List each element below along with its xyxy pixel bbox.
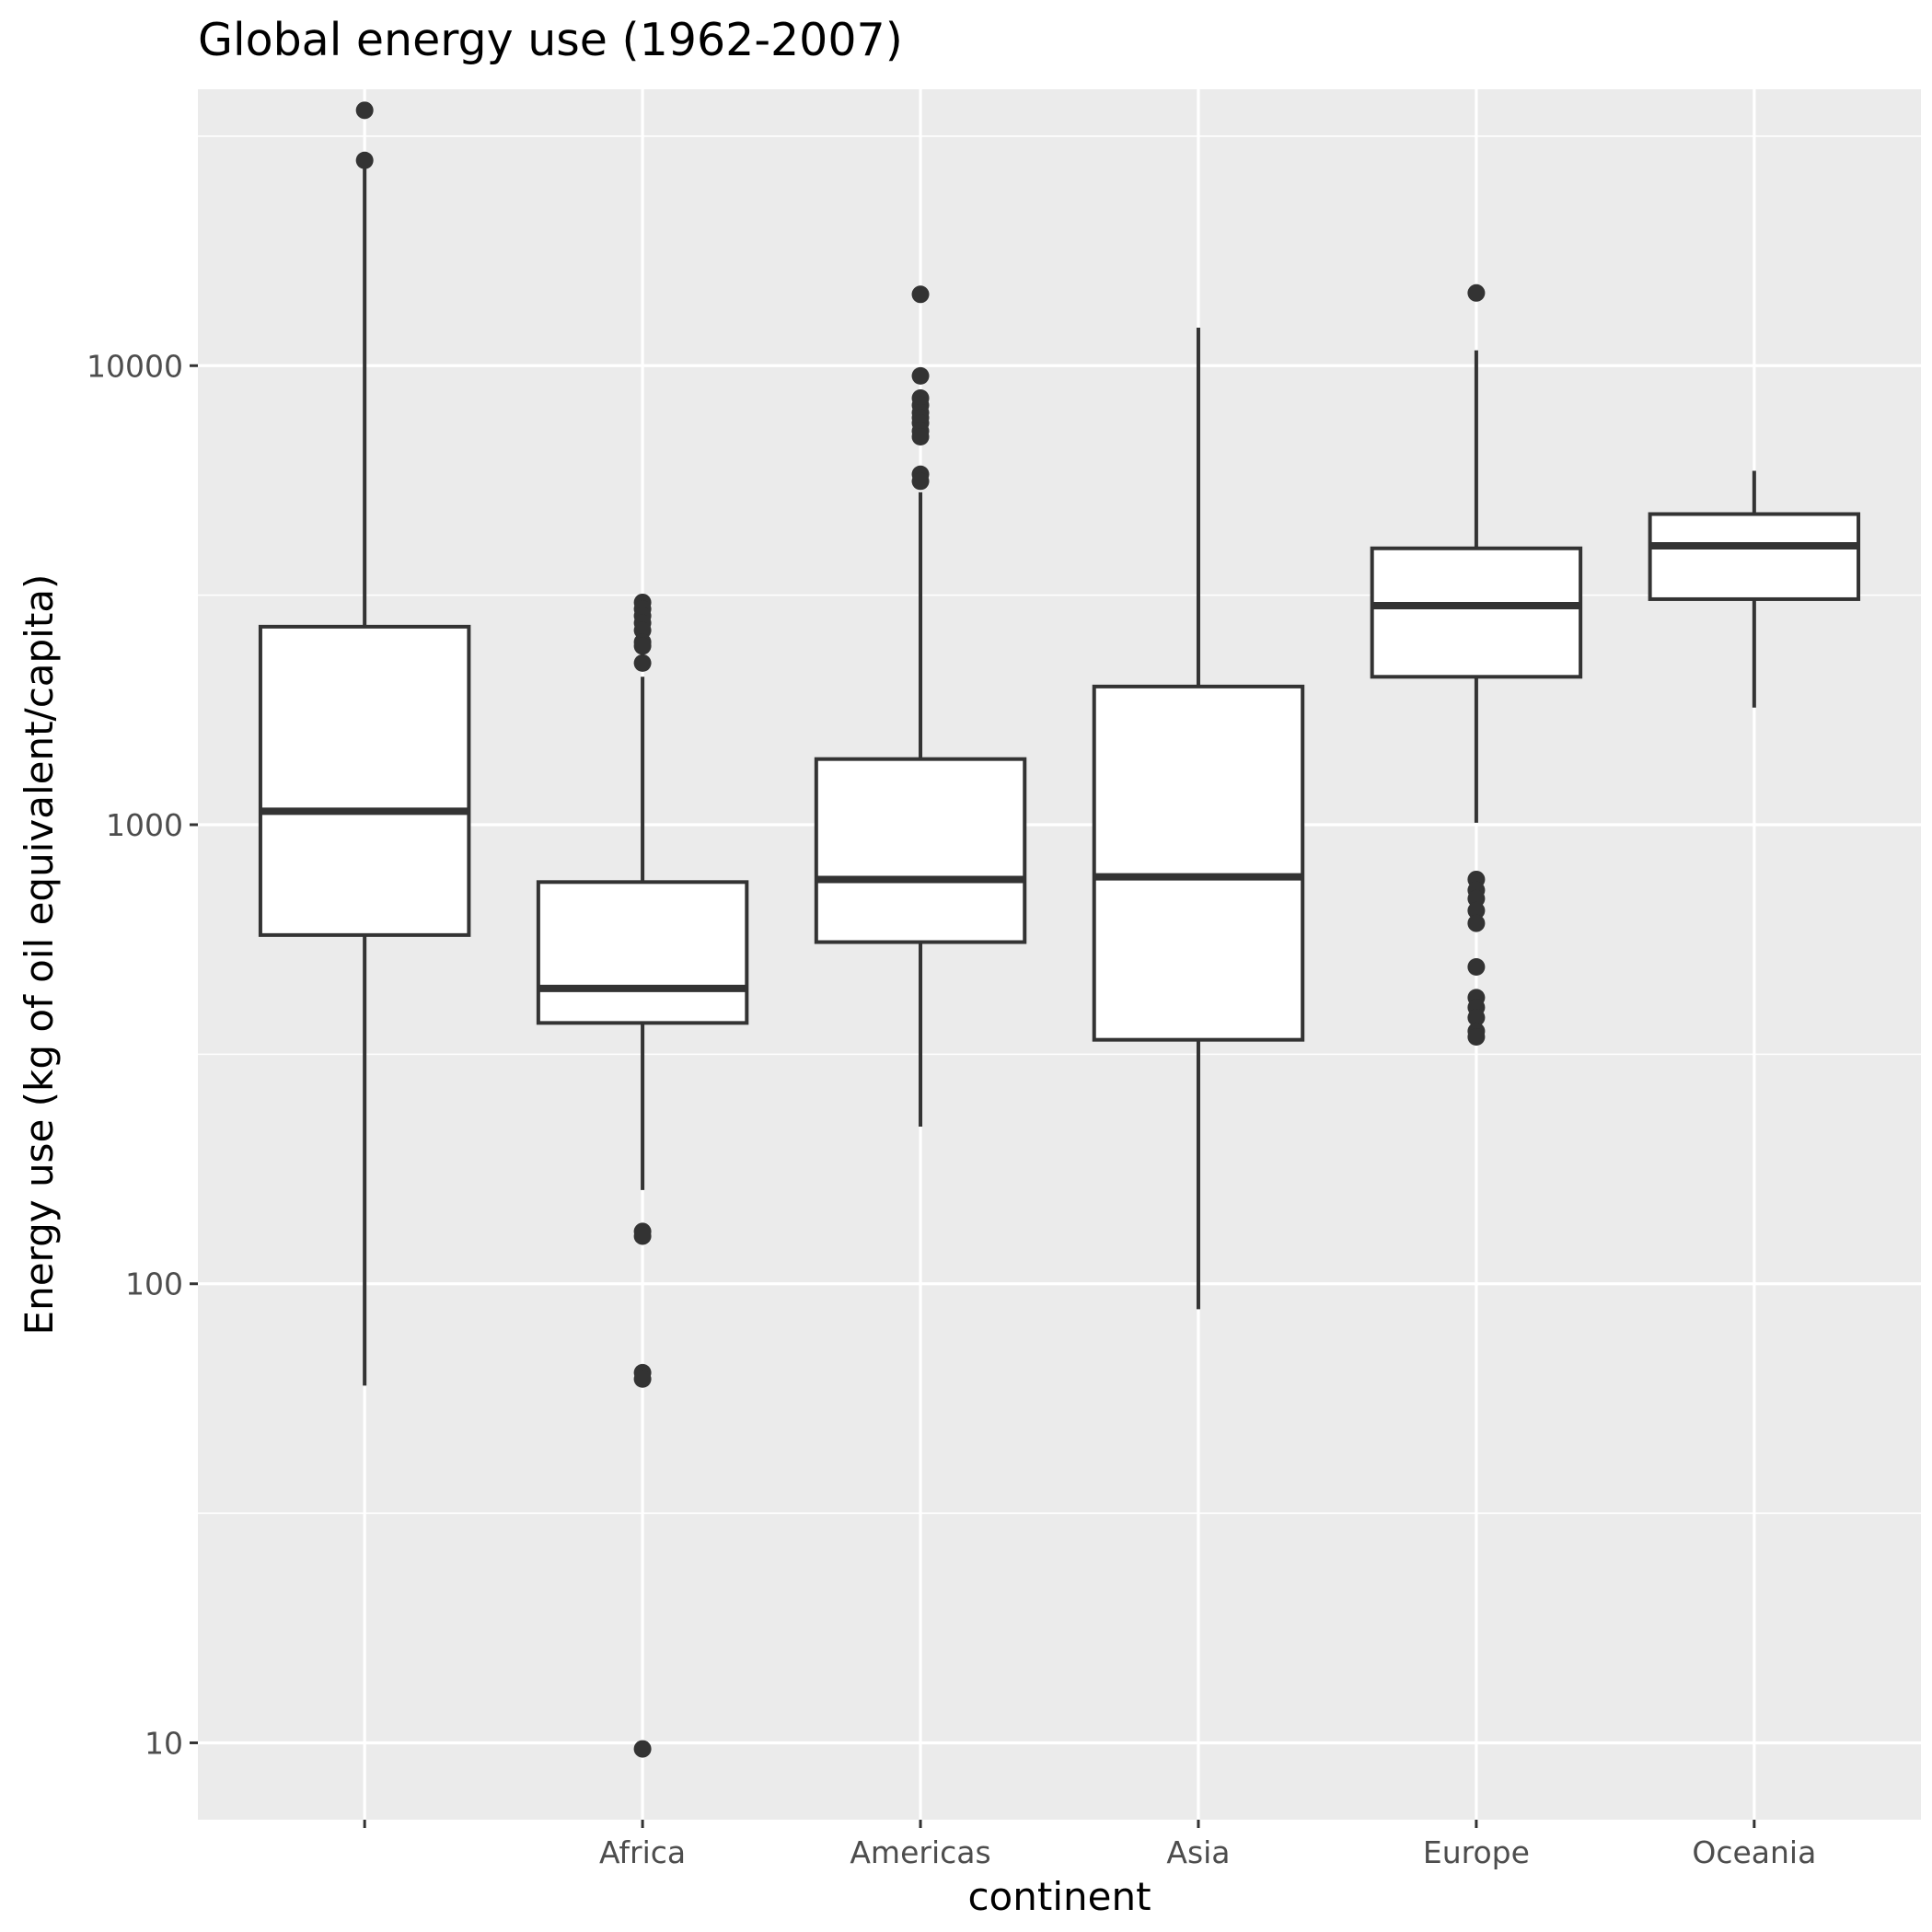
y-axis-title: Energy use (kg of oil equivalent/capita) <box>17 574 62 1336</box>
x-tick-label: Asia <box>1166 1834 1230 1870</box>
x-axis-title: continent <box>967 1874 1151 1919</box>
outlier-point <box>1467 958 1486 977</box>
x-tick-label: Oceania <box>1692 1834 1816 1870</box>
y-axis: 10 100 1000 10000 <box>87 348 198 1761</box>
outlier-point <box>1467 1028 1486 1047</box>
y-tick-label: 10000 <box>87 348 183 384</box>
outlier-point <box>1467 283 1486 302</box>
plot-panel <box>198 89 1921 1820</box>
x-tick-label: Africa <box>599 1834 686 1870</box>
box-group <box>1648 470 1861 708</box>
x-tick-label: Europe <box>1423 1834 1530 1870</box>
chart-title: Global energy use (1962-2007) <box>198 14 903 66</box>
x-tick-label: Americas <box>850 1834 990 1870</box>
outlier-point <box>911 472 930 491</box>
box-group <box>1370 283 1583 1047</box>
outlier-point <box>1467 1009 1486 1027</box>
box-series <box>258 101 1861 1758</box>
y-tick-label: 1000 <box>106 807 183 843</box>
box-group <box>1092 327 1305 1310</box>
box-iqr <box>1648 512 1861 601</box>
box-iqr <box>814 757 1027 944</box>
outlier-point <box>633 1227 652 1245</box>
box-iqr <box>258 624 471 937</box>
outlier-point <box>911 285 930 304</box>
outlier-point <box>633 1370 652 1388</box>
x-axis: Africa Americas Asia Europe Oceania <box>363 1820 1816 1870</box>
outlier-point <box>633 1740 652 1758</box>
box-group <box>814 285 1027 1127</box>
outlier-point <box>355 101 374 120</box>
y-tick-label: 10 <box>145 1725 183 1761</box>
box-iqr <box>1370 546 1583 679</box>
outlier-point <box>355 151 374 169</box>
outlier-point <box>633 637 652 655</box>
outlier-point <box>911 428 930 446</box>
outlier-point <box>1467 914 1486 932</box>
box-iqr <box>536 880 749 1025</box>
outlier-point <box>911 366 930 385</box>
box-group <box>258 101 471 1386</box>
box-group <box>536 593 749 1758</box>
box-iqr <box>1092 684 1305 1042</box>
y-tick-label: 100 <box>125 1267 183 1302</box>
outlier-point <box>1467 901 1486 920</box>
outlier-point <box>633 654 652 672</box>
